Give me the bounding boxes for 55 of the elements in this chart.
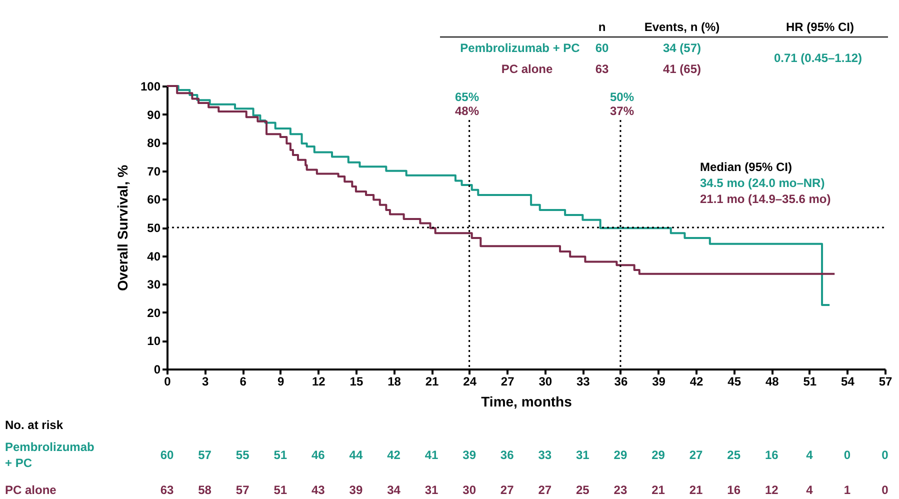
text: PC alone: [501, 62, 553, 76]
y-tick-label: 20: [147, 306, 161, 320]
x-tick-label: 21: [425, 374, 440, 388]
x-tick-label: 3: [202, 374, 209, 388]
text: 63 58 57 51 43 39 34 31 30 27 27 25 23 21 21 16 12 4 1 0: [160, 483, 888, 497]
x-tick-label: 6: [240, 374, 247, 388]
x-tick-label: 51: [803, 374, 817, 388]
y-tick-label: 40: [147, 249, 161, 264]
y-tick-label: 100: [140, 80, 161, 94]
text: 41 (65): [662, 62, 702, 76]
x-axis-title: Time, months: [481, 394, 572, 410]
text: 60: [595, 41, 609, 55]
y-tick-label: 80: [147, 136, 161, 150]
x-tick-label: 12: [312, 374, 326, 388]
annotation: Median (95% CI): [700, 160, 792, 174]
text: n: [598, 20, 606, 34]
annotation: 21.1 mo (14.9–35.6 mo): [700, 192, 831, 206]
y-tick-label: 70: [147, 164, 161, 178]
x-tick-label: 27: [500, 374, 515, 388]
text: 60 57 55 51 46 44 42 41 39 36 33 31 29 29 27 25 16 4 0 0: [160, 448, 888, 462]
x-tick-label: 33: [576, 374, 590, 388]
text: 0.71 (0.45–1.12): [774, 51, 862, 65]
y-axis-title: Overall Survival, %: [114, 164, 130, 292]
x-tick-label: 30: [538, 374, 552, 388]
annotation: 48%: [454, 104, 480, 118]
y-tick-label: 60: [147, 192, 161, 207]
text: HR (95% CI): [786, 20, 854, 34]
y-tick-label: 10: [147, 334, 161, 348]
annotation: 37%: [610, 104, 634, 118]
x-tick-label: 54: [841, 374, 855, 388]
text: 63: [595, 62, 609, 76]
text: Pembrolizumab + PC: [460, 41, 580, 55]
x-tick-label: 0: [164, 374, 172, 388]
y-tick-label: 30: [147, 278, 161, 292]
text: Events, n (%): [644, 20, 720, 34]
text: Pembrolizumab + PC: [5, 440, 94, 470]
text: No. at risk: [5, 418, 64, 432]
annotation: 65%: [454, 90, 480, 104]
x-tick-label: 9: [278, 374, 285, 388]
x-tick-label: 42: [690, 374, 704, 388]
text: 34 (57): [662, 41, 702, 55]
x-tick-label: 15: [350, 374, 364, 388]
text: PC alone: [5, 483, 56, 497]
x-tick-label: 18: [388, 374, 402, 388]
y-tick-label: 0: [154, 362, 161, 376]
x-tick-label: 57: [878, 374, 892, 388]
x-tick-label: 48: [765, 374, 780, 388]
annotation: 34.5 mo (24.0 mo–NR): [700, 176, 825, 190]
x-tick-label: 36: [614, 374, 628, 388]
annotation: 50%: [610, 90, 634, 104]
x-tick-label: 39: [652, 374, 666, 388]
y-tick-label: 90: [147, 108, 161, 122]
x-tick-label: 24: [463, 374, 477, 388]
y-tick-label: 50: [147, 221, 161, 235]
x-tick-label: 45: [728, 374, 742, 388]
